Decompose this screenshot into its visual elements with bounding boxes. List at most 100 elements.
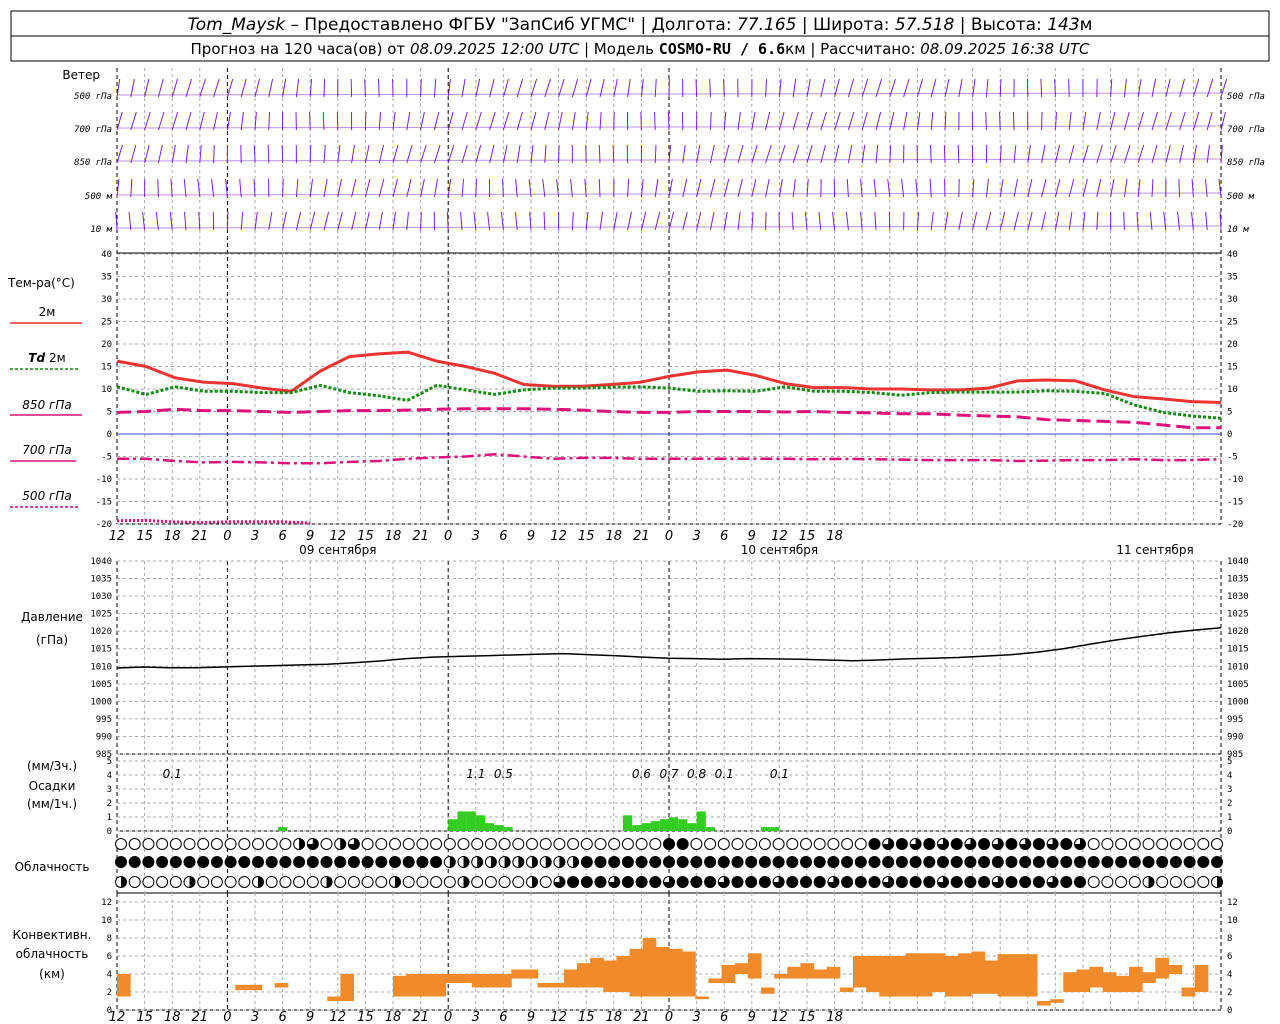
pres-tick-right: 995 — [1227, 715, 1243, 725]
conv-tick-right: 4 — [1227, 970, 1232, 980]
date-label: 09 сентября — [299, 543, 376, 557]
temp-tick-right: 35 — [1227, 273, 1238, 283]
wind-barb — [295, 78, 300, 98]
wind-barb — [1096, 211, 1099, 231]
cloud-symbol — [210, 856, 223, 868]
cloud-symbol — [430, 838, 443, 850]
x-tick-label: 3 — [251, 529, 259, 544]
x-tick-label: 9 — [748, 1010, 756, 1024]
conv-tick-left: 8 — [107, 934, 112, 944]
x-tick-label: 3 — [472, 1010, 480, 1024]
conv-tick-left: 4 — [107, 970, 112, 980]
cloud-symbol — [580, 876, 593, 888]
grid-layer — [116, 68, 1222, 1011]
wind-barb — [128, 211, 132, 231]
cloud-symbol — [375, 876, 388, 888]
conv-bar — [485, 974, 499, 988]
wind-barb — [197, 178, 201, 198]
conv-tick-left: 2 — [107, 988, 112, 998]
wind-barb — [185, 144, 189, 164]
wind-barb — [916, 78, 924, 98]
cloud-symbol — [621, 856, 634, 868]
wind-barb — [211, 178, 215, 198]
cloud-symbol — [731, 856, 744, 868]
wind-barb — [901, 178, 905, 198]
wind-barb — [1041, 144, 1046, 164]
cloud-symbol — [1060, 876, 1073, 888]
precipitation-plot: 0.1 1.1 0.5 0.6 0.7 0.8 0.1 0.1 — [163, 767, 789, 831]
cloud-symbol — [978, 838, 991, 850]
cloud-fill — [340, 838, 346, 850]
conv-bar — [695, 996, 709, 1000]
wind-barb — [378, 178, 385, 198]
wind-barb — [364, 211, 370, 231]
temp-tick-right: 10 — [1227, 385, 1238, 395]
cloud-symbol — [539, 876, 552, 888]
pres-tick-right: 990 — [1227, 732, 1243, 742]
precip-bar — [761, 827, 771, 831]
x-tick-label: 18 — [385, 1010, 402, 1024]
wind-barb — [1220, 144, 1223, 164]
cloud-symbol — [416, 876, 429, 888]
pres-tick-right: 1040 — [1227, 557, 1249, 567]
wind-barb — [1136, 211, 1139, 231]
wind-barb — [1054, 78, 1056, 98]
cloud-symbol — [1046, 856, 1059, 868]
cloud-symbol — [252, 856, 264, 868]
cloud-symbol — [402, 838, 415, 850]
pres-tick-left: 985 — [96, 750, 112, 760]
cloud-symbol — [197, 876, 210, 888]
cloud-symbol — [115, 838, 127, 850]
cloud-symbol — [745, 838, 758, 850]
cloud-symbol — [745, 876, 758, 888]
pres-tick-left: 1030 — [90, 592, 112, 602]
conv-tick-right: 12 — [1227, 898, 1238, 908]
cloud-fill — [882, 838, 894, 850]
wind-barb — [1149, 211, 1153, 231]
x-tick-label: 15 — [578, 529, 595, 544]
conv-bar — [642, 938, 657, 997]
legend-td-symbol: Td — [28, 351, 45, 365]
cloud-symbol — [115, 856, 127, 868]
wind-barb — [1027, 144, 1031, 164]
wind-barb — [1206, 144, 1210, 164]
wind-barb — [999, 211, 1006, 231]
wind-barb — [183, 178, 187, 198]
precip-tick-left: 3 — [107, 785, 112, 795]
cloud-symbol — [1101, 838, 1114, 850]
legend-td-label: Td 2м — [28, 351, 65, 365]
precip-bar — [669, 817, 679, 831]
cloud-fill — [326, 876, 333, 888]
cloud-symbol — [320, 838, 333, 850]
x-tick-label: 12 — [550, 529, 567, 544]
date-label: 10 сентября — [741, 543, 818, 557]
wind-barb — [1110, 78, 1113, 98]
x-tick-label: 9 — [527, 529, 535, 544]
x-tick-label: 6 — [499, 529, 507, 544]
conv-bar — [734, 963, 749, 974]
wind-barb — [806, 144, 813, 164]
cloud-symbol — [402, 856, 415, 868]
cloud-symbol — [800, 838, 812, 850]
wind-barb — [1163, 211, 1167, 231]
wind-barb — [1054, 211, 1060, 231]
precip-3h-label: (мм/3ч.) — [27, 759, 77, 773]
wind-baseline — [116, 125, 1222, 129]
cloud-label: Облачность — [15, 860, 90, 874]
pres-tick-right: 1025 — [1227, 610, 1249, 620]
wind-barb — [253, 178, 256, 198]
wind-barb — [985, 111, 987, 131]
wind-barb — [130, 111, 137, 131]
cloud-fill — [937, 838, 949, 850]
cloud-symbol — [758, 856, 771, 868]
pres-tick-left: 1015 — [90, 645, 112, 655]
cloud-symbol — [813, 838, 826, 850]
cloud-symbol — [1005, 876, 1018, 888]
calc-time: 08.09.2025 16:38 UTC — [920, 40, 1090, 58]
pres-tick-right: 1020 — [1227, 627, 1249, 637]
cloud-symbol — [1183, 838, 1196, 850]
temp-title: Тем-ра(°С) — [7, 276, 75, 290]
x-tick-label: 18 — [826, 529, 843, 544]
precip-bar — [503, 827, 513, 831]
cloud-fill — [545, 856, 552, 868]
